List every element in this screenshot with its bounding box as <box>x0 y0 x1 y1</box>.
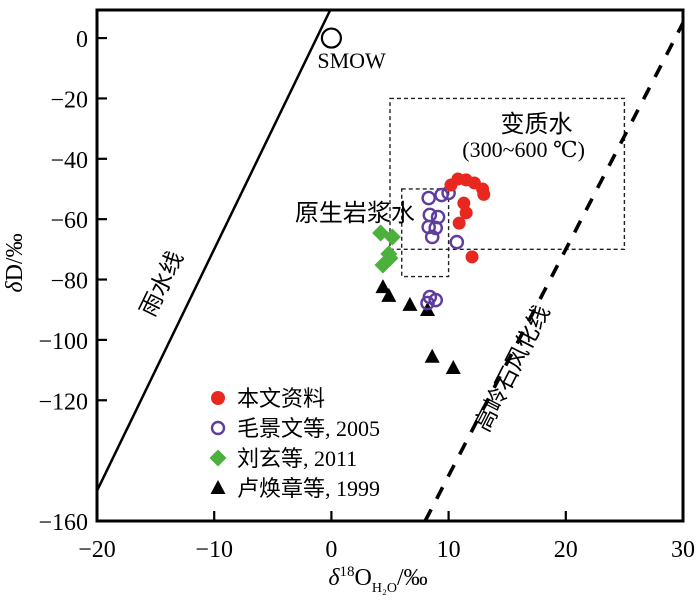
legend-label: 刘玄等, 2011 <box>237 446 357 471</box>
legend-label: 卢焕章等, 1999 <box>237 476 380 501</box>
legend-label: 毛景文等, 2005 <box>237 416 380 441</box>
y-tick-label: −60 <box>50 208 88 234</box>
y-tick-label: −40 <box>50 148 88 174</box>
y-tick-label: −80 <box>50 269 88 295</box>
y-tick-label: 0 <box>76 27 88 53</box>
metamorphic-water-field-box <box>389 97 626 251</box>
metamorphic-water-field-label: 变质水 <box>501 111 573 138</box>
meteoric-water-line <box>95 9 332 492</box>
y-tick-label: −120 <box>38 389 88 415</box>
legend-marker-circle <box>210 420 226 436</box>
data-point <box>428 220 444 236</box>
data-point <box>383 228 401 246</box>
metamorphic-water-field-sublabel: (300~600 ℃) <box>462 137 585 162</box>
data-point <box>375 279 391 294</box>
x-axis-label: δ18OH₂O/‰ <box>328 564 427 596</box>
primary-magmatic-water-field-label: 原生岩浆水 <box>295 200 415 227</box>
data-point <box>477 187 491 201</box>
smow-label: SMOW <box>317 48 386 73</box>
data-point <box>465 250 479 264</box>
data-point <box>434 187 449 203</box>
x-tick-label: 0 <box>325 537 337 563</box>
data-point <box>424 348 440 363</box>
data-point <box>402 296 418 311</box>
data-point <box>449 234 465 250</box>
y-tick-label: −160 <box>38 510 88 536</box>
data-point <box>445 359 461 374</box>
smow-point <box>320 27 342 49</box>
y-axis-label: δD/‰ <box>2 233 28 292</box>
y-tick-label: −20 <box>50 87 88 113</box>
plot-frame <box>95 8 685 523</box>
data-point <box>459 206 473 220</box>
data-point <box>420 295 435 311</box>
kaolinite-weathering-line <box>423 22 685 522</box>
primary-magmatic-water-field-box <box>401 188 450 278</box>
legend-marker-triangle <box>210 480 226 494</box>
x-tick-label: 30 <box>671 537 695 563</box>
x-tick-label: 10 <box>437 537 461 563</box>
x-tick-label: 20 <box>554 537 578 563</box>
legend-marker-circle <box>211 391 225 405</box>
x-tick-label: −10 <box>195 537 233 563</box>
data-point <box>424 229 440 245</box>
y-tick-label: −100 <box>38 329 88 355</box>
data-point <box>374 256 392 274</box>
x-tick-label: −20 <box>78 537 116 563</box>
data-point <box>421 190 436 206</box>
data-point <box>381 287 397 302</box>
legend-label: 本文资料 <box>237 386 325 411</box>
data-point <box>452 216 466 230</box>
data-point <box>380 245 398 263</box>
legend-marker-diamond <box>209 449 227 467</box>
data-point <box>428 292 444 308</box>
